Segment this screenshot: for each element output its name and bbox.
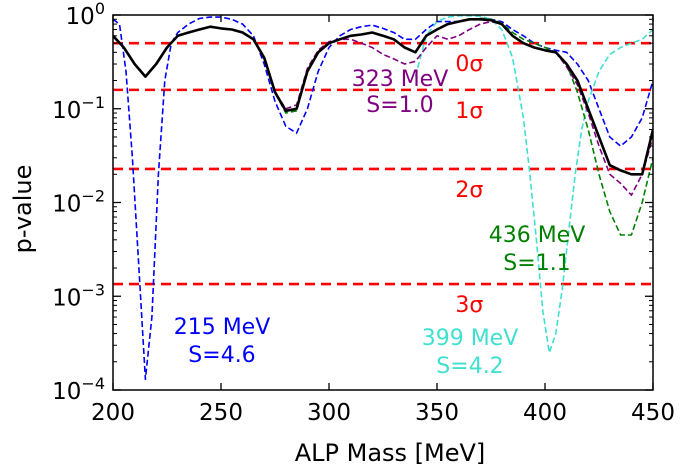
series-line-0 [113,17,653,176]
y-tick-label-3: 10−1 [52,93,105,124]
annotation-mass-3: 399 MeV [422,326,519,351]
annotation-strength-0: S=4.6 [188,343,255,368]
series-layer [113,15,653,381]
y-tick-label-4: 100 [66,0,105,30]
x-tick-label-3: 350 [415,400,459,426]
annotation-strength-1: S=1.0 [366,93,433,118]
annotation-mass-1: 323 MeV [352,67,449,92]
sigma-label-3: 3σ [455,293,483,318]
y-tick-label-0: 10−4 [52,374,105,405]
series-line-1 [113,17,653,236]
y-tick-label-1: 10−3 [52,280,105,311]
sigma-label-2: 2σ [455,178,483,203]
y-axis-label: p-value [9,165,37,254]
sigma-label-0: 0σ [455,52,483,77]
x-tick-label-2: 300 [307,400,351,426]
annotation-mass-0: 215 MeV [174,315,271,340]
series-line-3 [113,16,653,381]
series-line-4 [414,15,653,354]
y-tick-label-2: 10−2 [52,187,105,218]
x-tick-label-0: 200 [91,400,135,426]
annotation-strength-3: S=4.2 [436,354,503,379]
axes-layer: 200 250 300 350 400 450 10−4 10−3 10−2 10−1 100 [52,0,675,426]
x-axis-label: ALP Mass [MeV] [295,439,486,467]
x-tick-label-4: 400 [523,400,567,426]
annotation-mass-2: 436 MeV [489,223,586,248]
x-tick-label-5: 450 [631,400,675,426]
annotation-strength-2: S=1.1 [503,251,570,276]
sigma-label-1: 1σ [455,99,483,124]
x-tick-label-1: 250 [199,400,243,426]
sigma-lines: 0σ 1σ 2σ 3σ [113,41,653,318]
